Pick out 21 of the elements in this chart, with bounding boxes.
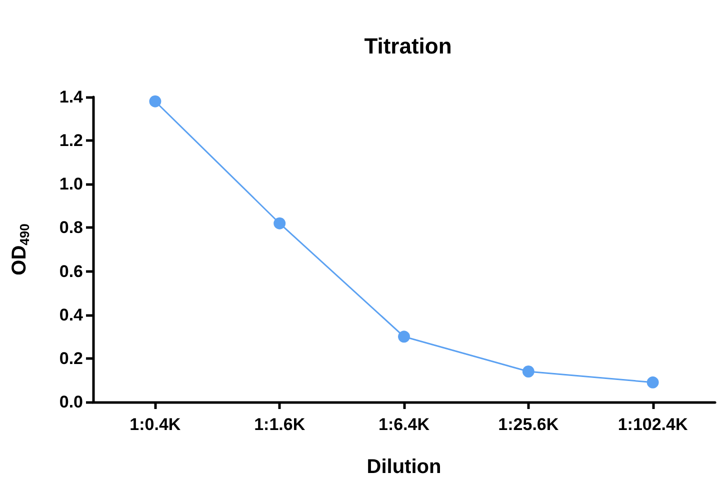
x-axis-title: Dilution [366,456,442,478]
point [274,217,286,230]
x-tick-label: 1:25.6K [498,415,560,434]
x-tick-label: 1:102.4K [618,415,688,434]
y-tick-label: 1.4 [59,88,84,106]
point [646,376,659,388]
chart-title: Titration [364,34,452,58]
y-tick-label: 0.2 [59,348,83,368]
y-tick-label: 0.4 [59,305,84,324]
y-tick-label: 1.2 [59,131,83,150]
point [522,366,534,378]
y-tick-label: 0.0 [59,392,83,412]
y-axis-title: OD490 [8,224,32,276]
x-tick-label: 1:6.4K [378,415,430,434]
x-tick-label: 1:0.4K [130,415,182,434]
x-tick-label: 1:1.6K [254,415,306,434]
point [398,330,410,343]
point [149,95,162,108]
y-tick-label: 0.8 [59,218,83,238]
y-tick-label: 1.0 [59,174,83,194]
y-tick-label: 0.6 [59,262,83,281]
